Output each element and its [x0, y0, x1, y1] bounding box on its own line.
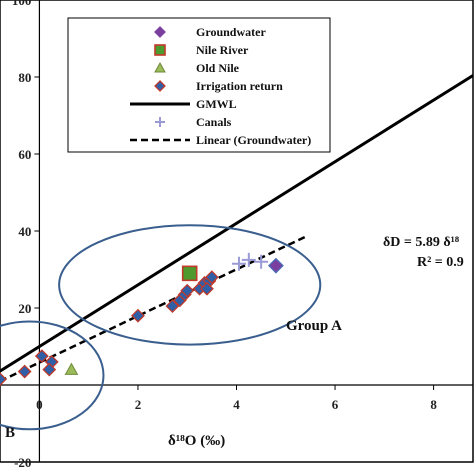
point-groundwater	[267, 257, 284, 274]
legend-swatch-irrigation-return	[154, 80, 166, 92]
legend-swatch-nile-river	[154, 44, 166, 56]
point-canals	[231, 256, 246, 271]
data-points	[0, 252, 284, 387]
point-irrigation-return	[200, 281, 214, 296]
legend-box	[67, 17, 331, 153]
y-tick-label: 60	[18, 147, 31, 162]
legend-label-old-nile: Old Nile	[196, 61, 240, 75]
legend-swatch-canals	[155, 117, 165, 127]
x-tick-label: 2	[135, 397, 142, 412]
point-irrigation-return	[131, 308, 145, 323]
regression-equation: δD = 5.89 δ¹⁸	[383, 235, 459, 250]
legend-label-canals: Canals	[196, 115, 232, 129]
point-canals	[241, 252, 256, 267]
group-ellipse	[58, 224, 322, 346]
x-tick-label: 0	[36, 397, 43, 412]
group-a-label: Group A	[286, 318, 342, 334]
legend-label-nile-river: Nile River	[196, 43, 249, 57]
y-tick-label: 100	[12, 0, 32, 8]
plot-frame	[0, 0, 474, 463]
x-tick-label: 8	[430, 397, 437, 412]
point-nile-river	[181, 265, 198, 282]
legend-swatch-old-nile	[154, 61, 166, 73]
y-tick-label: 80	[18, 70, 31, 85]
legend-label-irrigation-return: Irrigation return	[196, 79, 283, 93]
r-squared: R² = 0.9	[417, 255, 464, 270]
x-tick-label: 4	[233, 397, 240, 412]
point-irrigation-return	[0, 372, 7, 387]
point-old-nile	[64, 362, 79, 375]
y-tick-label: 40	[18, 224, 31, 239]
group-ellipse	[0, 320, 105, 431]
group-b-label: B	[5, 425, 15, 441]
y-tick-label: -20	[14, 455, 31, 470]
point-irrigation-return	[17, 364, 32, 379]
x-axis-label: δ¹⁸O (‰)	[168, 433, 225, 449]
x-tick-label: 6	[332, 397, 339, 412]
point-irrigation-return	[165, 299, 180, 313]
group-ellipses	[0, 224, 322, 431]
legend: Groundwater Nile River Old Nile Irrigation …	[67, 17, 331, 153]
legend-label-linear-groundwater: Linear (Groundwater)	[196, 133, 311, 147]
legend-swatch-groundwater	[154, 26, 166, 38]
point-irrigation-return	[42, 362, 57, 377]
point-irrigation-return	[34, 349, 49, 364]
line-gmwl	[0, 74, 474, 373]
point-irrigation-return	[204, 270, 219, 285]
point-canals	[254, 254, 269, 269]
legend-label-gmwl: GMWL	[196, 97, 237, 111]
line-linear-groundwater	[0, 235, 307, 383]
y-tick-label: 20	[18, 301, 31, 316]
legend-label-groundwater: Groundwater	[196, 25, 266, 39]
point-irrigation-return	[180, 283, 195, 298]
